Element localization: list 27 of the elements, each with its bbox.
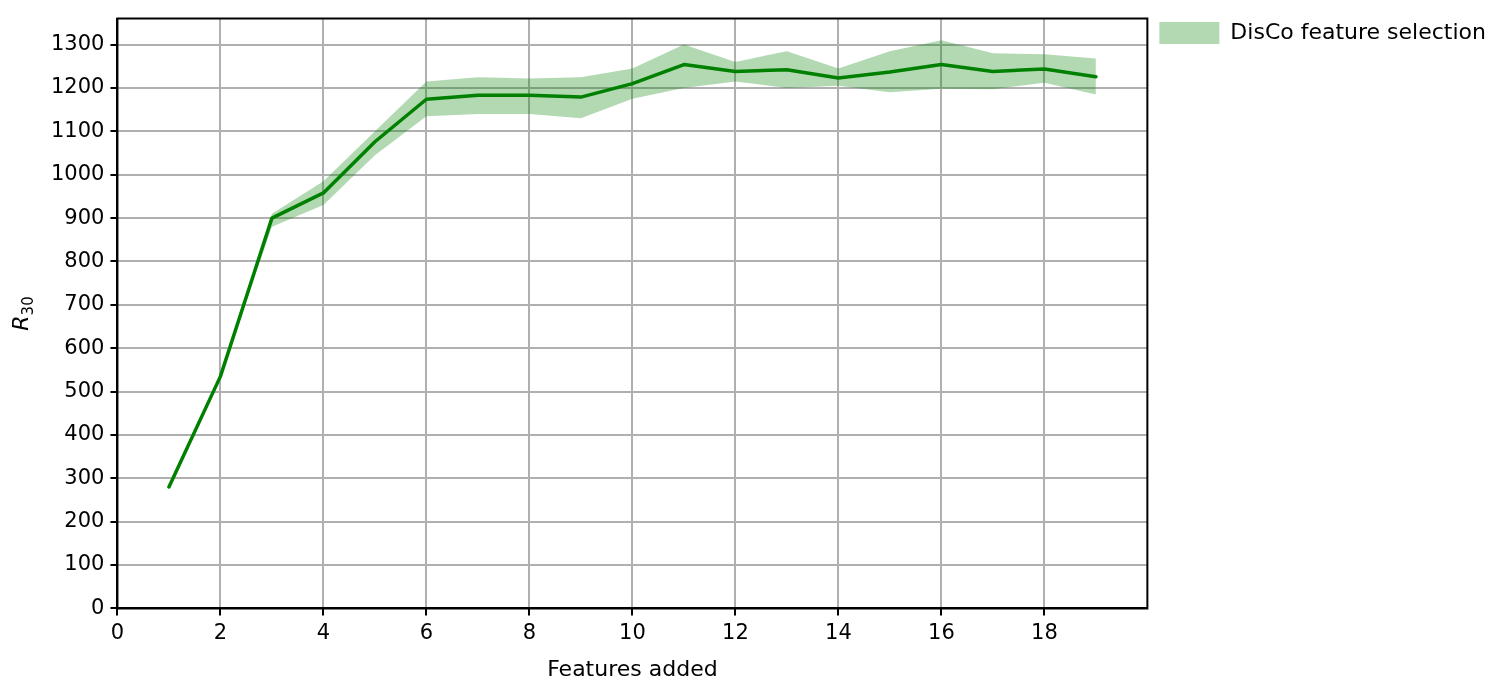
y-axis-title: R30: [8, 296, 37, 331]
y-tick-label: 200: [64, 508, 105, 533]
x-tick-label: 2: [213, 620, 228, 645]
x-tick-label: 16: [928, 620, 955, 645]
x-tick-label: 0: [110, 620, 125, 645]
x-tick-label: 18: [1031, 620, 1058, 645]
x-tick-label: 14: [825, 620, 852, 645]
x-tick-label: 4: [316, 620, 331, 645]
y-tick-label: 700: [64, 291, 105, 316]
y-tick-label: 1300: [50, 31, 105, 56]
y-tick-label: 100: [64, 551, 105, 576]
x-tick-label: 6: [419, 620, 434, 645]
x-axis-title: Features added: [547, 655, 718, 681]
y-tick-label: 900: [64, 204, 105, 229]
x-tick-label: 8: [522, 620, 537, 645]
y-tick-label: 400: [64, 421, 105, 446]
x-tick-label: 12: [722, 620, 749, 645]
x-tick-label: 10: [619, 620, 646, 645]
y-tick-label: 1000: [50, 161, 105, 186]
y-tick-label: 800: [64, 247, 105, 272]
y-tick-label: 600: [64, 334, 105, 359]
y-tick-label: 300: [64, 464, 105, 489]
legend-label: DisCo feature selection: [1230, 18, 1487, 44]
y-tick-label: 1200: [50, 74, 105, 99]
y-tick-label: 1100: [50, 117, 105, 142]
y-tick-label: 0: [91, 594, 105, 619]
y-tick-label: 500: [64, 378, 105, 403]
